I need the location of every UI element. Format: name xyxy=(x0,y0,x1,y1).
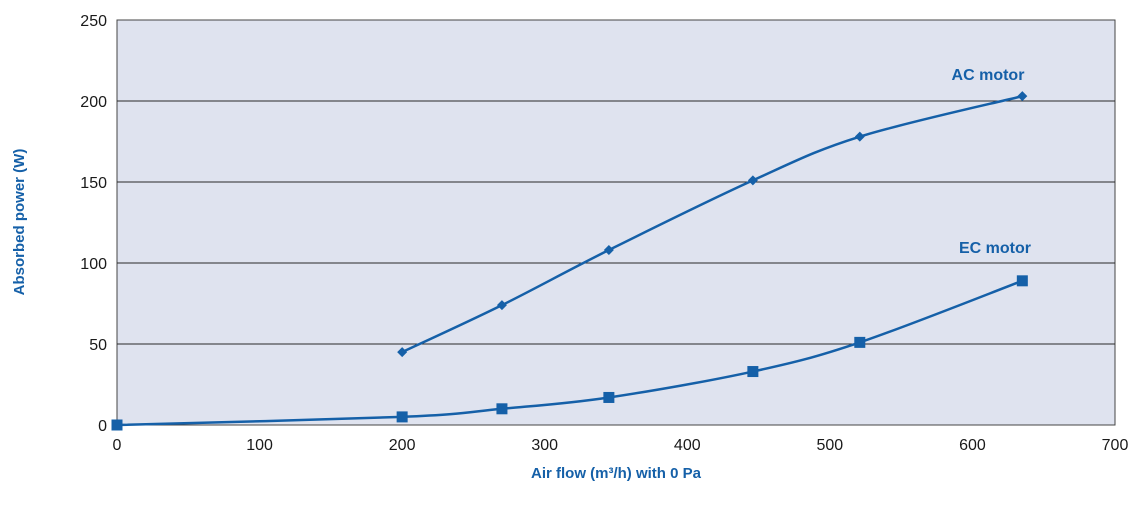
y-axis-title: Absorbed power (W) xyxy=(11,149,28,296)
x-tick-label: 300 xyxy=(531,437,558,454)
x-tick-label: 400 xyxy=(674,437,701,454)
y-tick-label: 200 xyxy=(80,94,107,111)
series-label-ec-motor: EC motor xyxy=(959,240,1031,257)
data-point-ac-motor xyxy=(496,300,507,311)
series-label-ac-motor: AC motor xyxy=(952,67,1025,84)
x-tick-label: 700 xyxy=(1102,437,1129,454)
data-point-ac-motor xyxy=(1017,91,1028,102)
data-point-ec-motor xyxy=(1016,275,1028,287)
data-point-ec-motor xyxy=(747,366,759,378)
data-point-ac-motor xyxy=(747,175,758,186)
x-tick-label: 100 xyxy=(246,437,273,454)
y-tick-label: 0 xyxy=(98,418,107,435)
y-axis-ticks: 0 50 100 150 200 250 xyxy=(80,13,107,435)
data-point-ec-motor xyxy=(603,391,615,403)
series-group xyxy=(111,91,1028,431)
x-tick-label: 500 xyxy=(817,437,844,454)
data-point-ec-motor xyxy=(854,336,866,348)
y-tick-label: 150 xyxy=(80,175,107,192)
x-axis-ticks: 0 100 200 300 400 500 600 700 xyxy=(113,437,1129,454)
data-point-ec-motor xyxy=(111,419,123,431)
data-point-ac-motor xyxy=(603,245,614,256)
grid-lines xyxy=(117,100,1115,345)
data-point-ec-motor xyxy=(396,411,408,423)
y-tick-label: 50 xyxy=(89,337,107,354)
x-tick-label: 0 xyxy=(113,437,122,454)
y-tick-label: 100 xyxy=(80,256,107,273)
x-tick-label: 200 xyxy=(389,437,416,454)
series-line-ac-motor xyxy=(401,94,1023,354)
data-point-ac-motor xyxy=(397,347,408,358)
y-tick-label: 250 xyxy=(80,13,107,30)
x-tick-label: 600 xyxy=(959,437,986,454)
x-axis-title: Air flow (m³/h) with 0 Pa xyxy=(531,465,702,482)
plot-area xyxy=(116,19,1116,426)
data-point-ec-motor xyxy=(496,403,508,415)
data-point-ac-motor xyxy=(854,131,865,142)
